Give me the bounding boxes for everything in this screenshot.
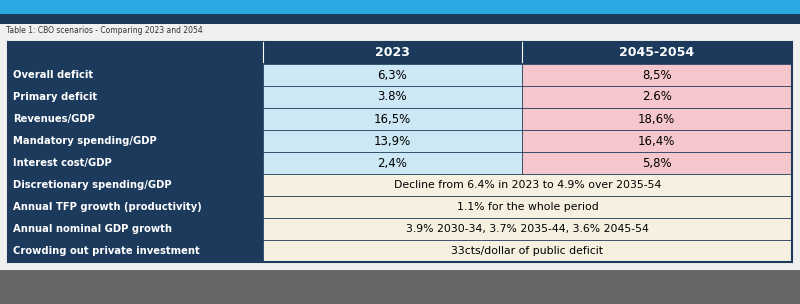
Bar <box>8 108 262 130</box>
Text: Revenues/GDP: Revenues/GDP <box>13 114 95 124</box>
Bar <box>8 42 262 64</box>
Text: Overall deficit: Overall deficit <box>13 70 93 80</box>
Bar <box>262 196 792 218</box>
Bar <box>522 108 792 130</box>
Text: 2045-2054: 2045-2054 <box>619 47 694 60</box>
Text: 16,5%: 16,5% <box>374 112 410 126</box>
Text: 2023: 2023 <box>374 47 410 60</box>
Text: 5,8%: 5,8% <box>642 157 671 170</box>
Text: 18,6%: 18,6% <box>638 112 675 126</box>
Bar <box>262 64 522 86</box>
Text: Interest cost/GDP: Interest cost/GDP <box>13 158 112 168</box>
Bar <box>8 152 262 174</box>
Text: Annual TFP growth (productivity): Annual TFP growth (productivity) <box>13 202 202 212</box>
Text: Primary deficit: Primary deficit <box>13 92 97 102</box>
Bar <box>8 86 262 108</box>
Bar <box>0 0 800 14</box>
Bar <box>522 42 792 64</box>
Bar <box>8 42 792 262</box>
Text: 6,3%: 6,3% <box>378 68 407 81</box>
Text: 13,9%: 13,9% <box>374 134 410 147</box>
Text: 2.6%: 2.6% <box>642 91 672 103</box>
Text: Mandatory spending/GDP: Mandatory spending/GDP <box>13 136 157 146</box>
Text: 3.8%: 3.8% <box>378 91 407 103</box>
Text: Annual nominal GDP growth: Annual nominal GDP growth <box>13 224 172 234</box>
Bar <box>522 130 792 152</box>
Bar <box>262 152 522 174</box>
Text: 1.1% for the whole period: 1.1% for the whole period <box>457 202 598 212</box>
Bar <box>262 42 522 64</box>
Bar <box>0 270 800 304</box>
Text: 16,4%: 16,4% <box>638 134 675 147</box>
Bar <box>262 218 792 240</box>
Text: Decline from 6.4% in 2023 to 4.9% over 2035-54: Decline from 6.4% in 2023 to 4.9% over 2… <box>394 180 661 190</box>
Text: 33cts/dollar of public deficit: 33cts/dollar of public deficit <box>451 246 603 256</box>
Text: 8,5%: 8,5% <box>642 68 671 81</box>
Bar <box>262 86 522 108</box>
Bar <box>8 64 262 86</box>
Bar <box>522 86 792 108</box>
Bar <box>262 130 522 152</box>
Bar <box>8 174 262 196</box>
Text: Crowding out private investment: Crowding out private investment <box>13 246 200 256</box>
Text: Table 1: CBO scenarios - Comparing 2023 and 2054: Table 1: CBO scenarios - Comparing 2023 … <box>6 26 202 35</box>
Bar <box>8 130 262 152</box>
Bar <box>262 174 792 196</box>
Bar <box>0 14 800 24</box>
Bar <box>262 240 792 262</box>
Text: 3.9% 2030-34, 3.7% 2035-44, 3.6% 2045-54: 3.9% 2030-34, 3.7% 2035-44, 3.6% 2045-54 <box>406 224 649 234</box>
Bar <box>8 240 262 262</box>
Bar <box>522 152 792 174</box>
Bar <box>8 196 262 218</box>
Bar <box>522 64 792 86</box>
Text: Discretionary spending/GDP: Discretionary spending/GDP <box>13 180 172 190</box>
Bar <box>262 108 522 130</box>
Text: 2,4%: 2,4% <box>378 157 407 170</box>
Bar <box>8 218 262 240</box>
